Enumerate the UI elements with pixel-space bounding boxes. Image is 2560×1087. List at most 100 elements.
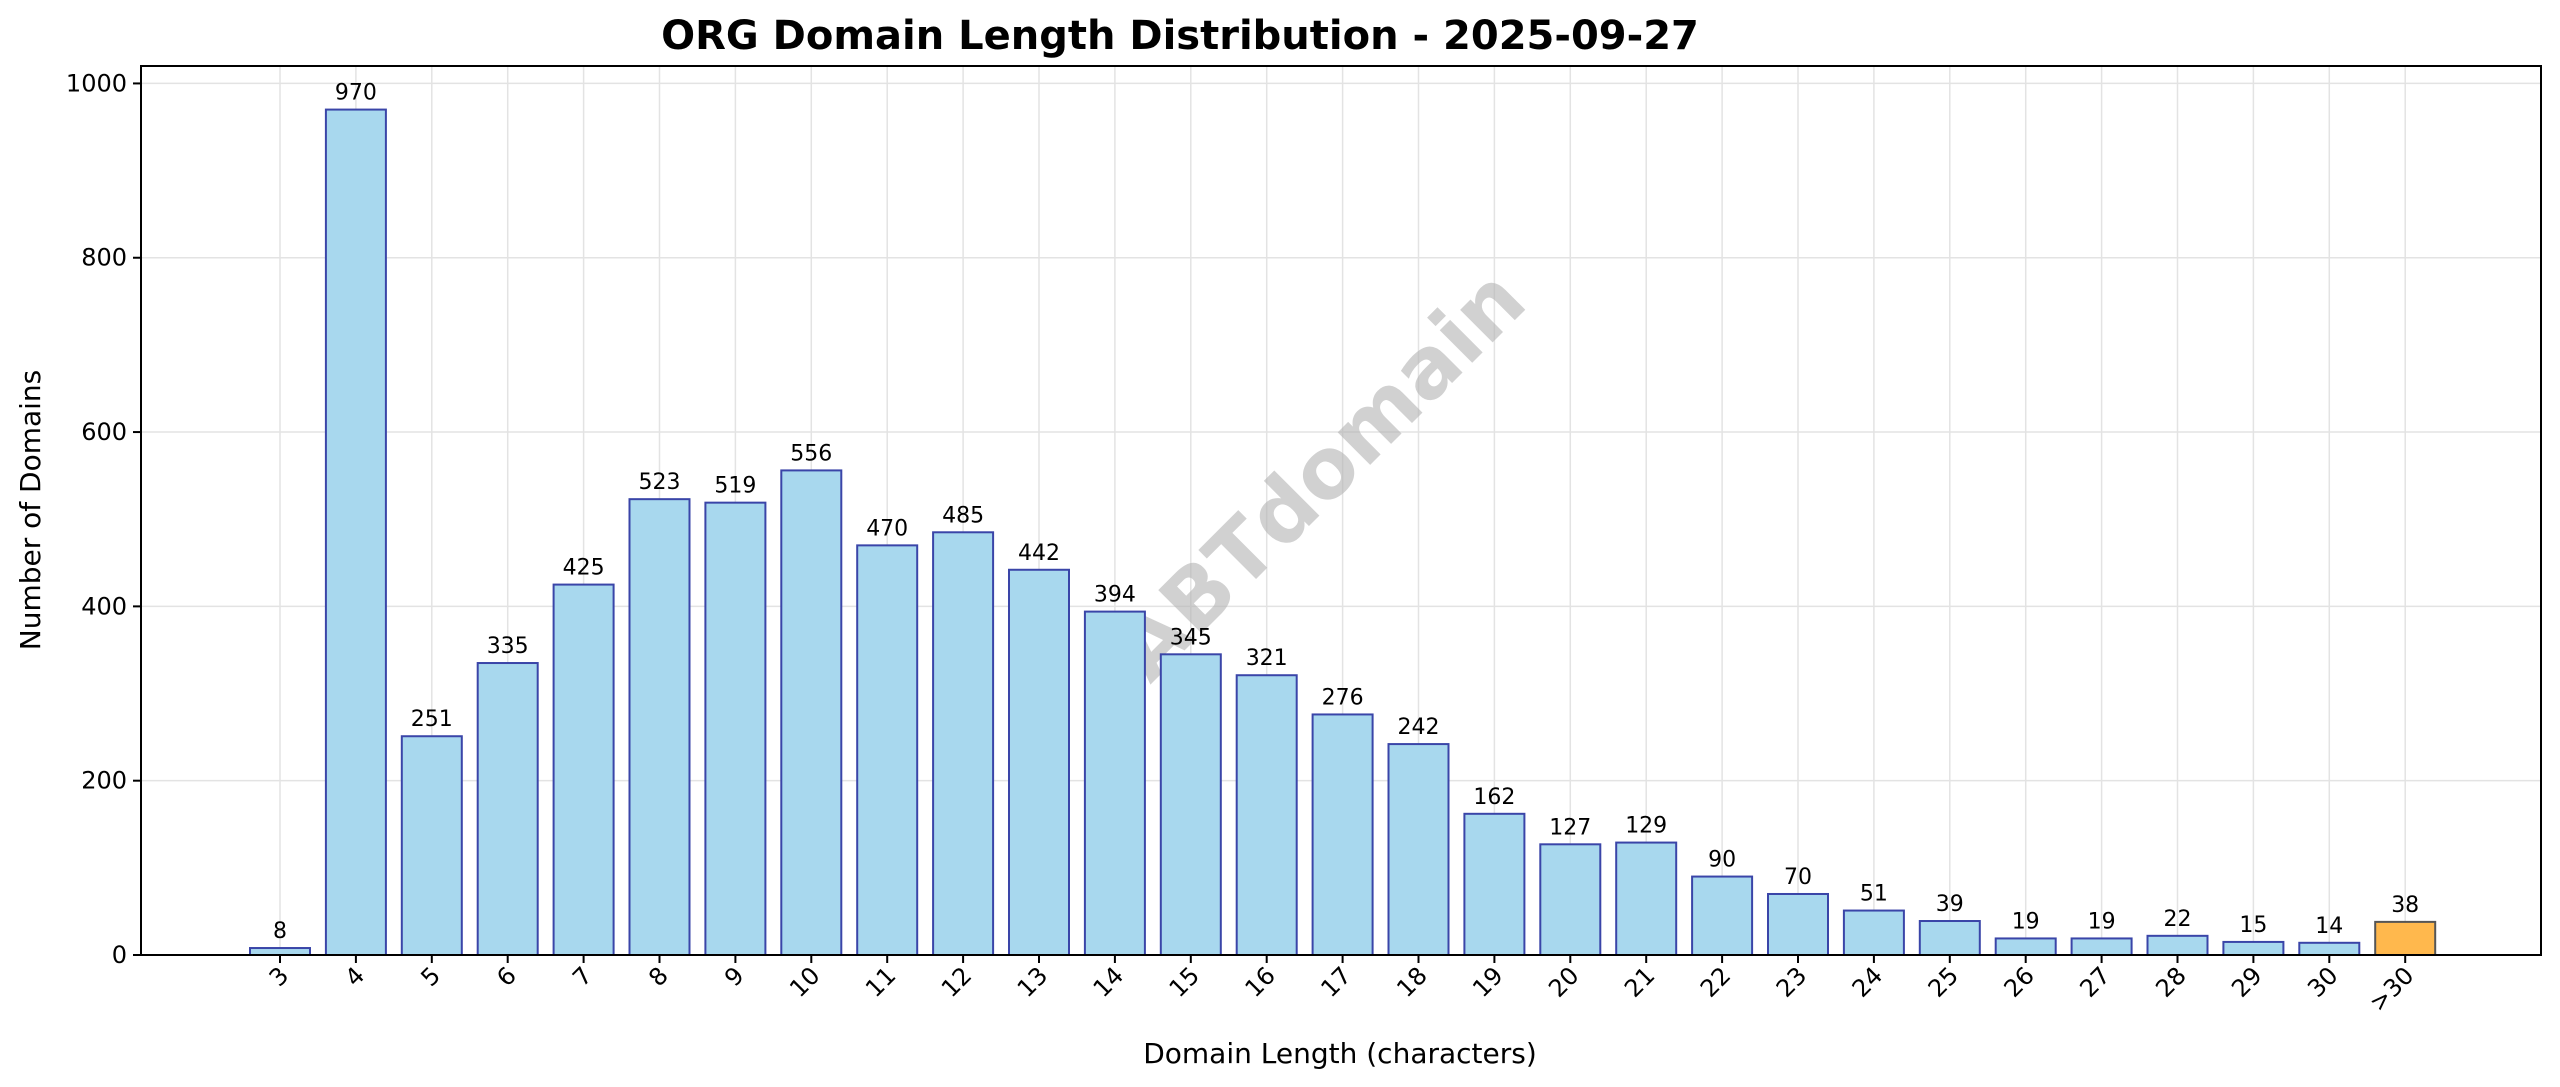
data-label: 335 bbox=[487, 634, 529, 659]
x-tick-label: 12 bbox=[936, 961, 977, 1002]
data-label: 70 bbox=[1784, 865, 1812, 890]
data-label: 251 bbox=[411, 707, 453, 732]
x-tick-label: 8 bbox=[643, 961, 674, 992]
x-tick-label: 13 bbox=[1012, 961, 1053, 1002]
x-tick-label: 6 bbox=[491, 961, 522, 992]
x-axis-label: Domain Length (characters) bbox=[1143, 1037, 1537, 1070]
bar-30 bbox=[2298, 941, 2361, 956]
plot-frame bbox=[140, 65, 2542, 956]
watermark-text: ABTdomain bbox=[1095, 250, 1544, 699]
y-axis-label: Number of Domains bbox=[14, 370, 47, 651]
bar-7 bbox=[552, 583, 615, 956]
bar-6 bbox=[476, 662, 539, 957]
bar-4 bbox=[324, 108, 387, 956]
data-label: 519 bbox=[714, 474, 756, 499]
x-tick-label: 19 bbox=[1467, 961, 1508, 1002]
bar-26 bbox=[1994, 937, 2057, 956]
data-label: 970 bbox=[335, 81, 377, 106]
y-tick-label: 600 bbox=[81, 418, 127, 446]
data-label: 22 bbox=[2164, 907, 2192, 932]
bar-9 bbox=[704, 501, 767, 956]
y-axis-ticks: 0 200 400 600 800 1000 bbox=[66, 69, 141, 969]
bar-19 bbox=[1463, 812, 1526, 957]
x-tick-label: 25 bbox=[1923, 961, 1964, 1002]
data-label: 276 bbox=[1322, 685, 1364, 710]
data-label: 90 bbox=[1708, 848, 1736, 873]
x-tick-label: 18 bbox=[1391, 961, 1432, 1002]
x-tick-label: >30 bbox=[2364, 961, 2420, 1017]
x-tick-label: 14 bbox=[1088, 961, 1129, 1002]
y-tick-label: 400 bbox=[81, 592, 127, 620]
x-tick-label: 20 bbox=[1543, 961, 1584, 1002]
data-label: 14 bbox=[2315, 914, 2343, 939]
bar-17 bbox=[1311, 713, 1374, 957]
bar-10 bbox=[780, 469, 843, 956]
data-label: 425 bbox=[563, 556, 605, 581]
x-tick-label: 29 bbox=[2226, 961, 2267, 1002]
bar-28 bbox=[2146, 934, 2209, 957]
x-tick-label: 21 bbox=[1619, 961, 1660, 1002]
bar-14 bbox=[1083, 610, 1146, 957]
x-tick-label: 28 bbox=[2150, 961, 2191, 1002]
data-label: 442 bbox=[1018, 541, 1060, 566]
bar-5 bbox=[400, 735, 463, 956]
data-label: 38 bbox=[2391, 893, 2419, 918]
bar-11 bbox=[856, 544, 919, 956]
bar-18 bbox=[1387, 743, 1450, 956]
x-tick-label: 27 bbox=[2074, 961, 2115, 1002]
data-label: 485 bbox=[942, 503, 984, 528]
data-label: 523 bbox=[639, 470, 681, 495]
data-label: 19 bbox=[2088, 909, 2116, 934]
data-labels: 8 970 251 335 425 523 519 556 470 485 442 394 345 321… bbox=[273, 81, 2419, 944]
data-label: 242 bbox=[1398, 715, 1440, 740]
data-label: 8 bbox=[273, 919, 287, 944]
bar-16 bbox=[1235, 674, 1298, 956]
chart-title: ORG Domain Length Distribution - 2025-09… bbox=[661, 13, 1699, 59]
data-label: 129 bbox=[1625, 814, 1667, 839]
data-label: 470 bbox=[866, 516, 908, 541]
bar-8 bbox=[628, 498, 691, 956]
bar-21 bbox=[1615, 841, 1678, 956]
x-tick-label: 16 bbox=[1240, 961, 1281, 1002]
bar-24 bbox=[1842, 909, 1905, 956]
data-label: 556 bbox=[790, 441, 832, 466]
bar-22 bbox=[1691, 875, 1754, 957]
data-label: 321 bbox=[1246, 646, 1288, 671]
x-tick-label: 15 bbox=[1164, 961, 1205, 1002]
data-label: 127 bbox=[1549, 815, 1591, 840]
y-tick-label: 1000 bbox=[66, 69, 127, 97]
x-tick-label: 22 bbox=[1695, 961, 1736, 1002]
data-label: 15 bbox=[2239, 913, 2267, 938]
data-label: 19 bbox=[2012, 909, 2040, 934]
bar-23 bbox=[1767, 892, 1829, 956]
bar-29 bbox=[2222, 940, 2285, 956]
bar-3 bbox=[249, 947, 311, 957]
bar-25 bbox=[1918, 920, 1981, 957]
x-tick-label: 9 bbox=[719, 961, 750, 992]
data-label: 39 bbox=[1936, 892, 1964, 917]
bar-gt30 bbox=[2374, 920, 2437, 956]
x-tick-label: 30 bbox=[2302, 961, 2343, 1002]
x-tick-label: 10 bbox=[784, 961, 825, 1002]
x-tick-label: 23 bbox=[1771, 961, 1812, 1002]
x-tick-label: 3 bbox=[264, 961, 295, 992]
x-tick-label: 11 bbox=[860, 961, 901, 1002]
x-tick-label: 17 bbox=[1315, 961, 1356, 1002]
x-tick-label: 7 bbox=[567, 961, 598, 992]
x-tick-label: 4 bbox=[340, 961, 371, 992]
x-tick-label: 24 bbox=[1847, 961, 1888, 1002]
y-tick-label: 0 bbox=[112, 941, 127, 969]
x-axis-ticks: 3 4 5 6 7 8 9 10 11 12 13 14 15 16 17 18 19 20 21 22 23 24 25 2… bbox=[264, 955, 2420, 1017]
y-tick-label: 200 bbox=[81, 767, 127, 795]
x-tick-label: 26 bbox=[1999, 961, 2040, 1002]
bar-27 bbox=[2070, 937, 2133, 956]
data-label: 394 bbox=[1094, 583, 1136, 608]
data-label: 162 bbox=[1473, 785, 1515, 810]
x-tick-label: 5 bbox=[415, 961, 446, 992]
bar-20 bbox=[1539, 843, 1602, 957]
y-tick-label: 800 bbox=[81, 244, 127, 272]
data-label: 345 bbox=[1170, 625, 1212, 650]
bar-12 bbox=[932, 531, 995, 957]
